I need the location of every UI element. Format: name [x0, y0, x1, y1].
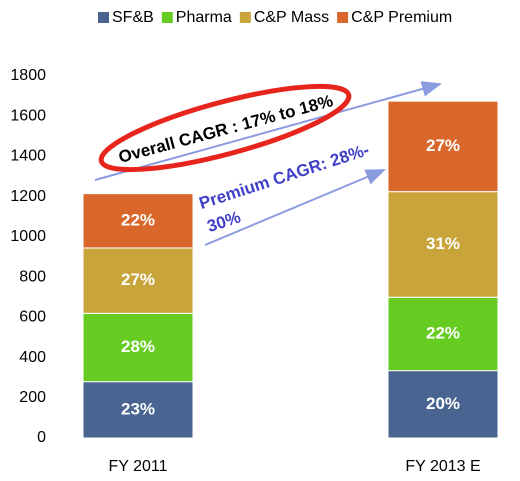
bar-segment — [387, 370, 499, 439]
y-tick-label: 1600 — [10, 107, 46, 124]
y-tick-label: 600 — [19, 309, 46, 326]
value-label: 22% — [426, 323, 460, 342]
annotation: Premium CAGR: 28%- — [197, 140, 372, 213]
legend-swatch — [337, 12, 349, 23]
x-tick-label: FY 2013 E — [405, 458, 480, 475]
y-tick-label: 200 — [19, 389, 46, 406]
legend-swatch — [98, 12, 109, 23]
legend-label: Pharma — [176, 9, 232, 26]
y-tick-label: 800 — [19, 268, 46, 285]
y-tick-label: 1400 — [10, 148, 46, 165]
legend-swatch — [161, 12, 173, 23]
highlight-ellipse — [98, 83, 352, 173]
legend-label: SF&B — [112, 9, 154, 26]
y-tick-label: 1200 — [10, 188, 46, 205]
y-tick-label: 1000 — [10, 228, 46, 245]
plot-area: 0 200 400 600 800 1000 1200 1400 1600 1800 23% 28% 2… — [10, 9, 499, 475]
bar-segment — [82, 193, 194, 249]
x-tick-label: FY 2011 — [108, 458, 167, 475]
value-label: 23% — [121, 399, 155, 418]
value-label: 20% — [426, 394, 460, 413]
value-label: 28% — [121, 337, 155, 356]
y-tick-label: 400 — [19, 349, 46, 366]
value-label: 22% — [121, 210, 155, 229]
arrow — [94, 81, 442, 181]
legend-swatch — [239, 12, 251, 23]
y-tick-label: 1800 — [10, 67, 46, 84]
legend-label: C&P Mass — [254, 9, 329, 26]
bar-segment — [387, 296, 499, 372]
value-label: 27% — [426, 136, 460, 155]
y-tick-label: 0 — [37, 429, 46, 446]
bar-segment — [82, 381, 194, 439]
bar-segment — [387, 100, 499, 193]
bar-segment — [82, 312, 194, 383]
arrow — [204, 169, 386, 246]
bar-segment — [387, 191, 499, 298]
value-label: 31% — [426, 234, 460, 253]
legend-label: C&P Premium — [351, 9, 452, 26]
value-label: 27% — [121, 270, 155, 289]
